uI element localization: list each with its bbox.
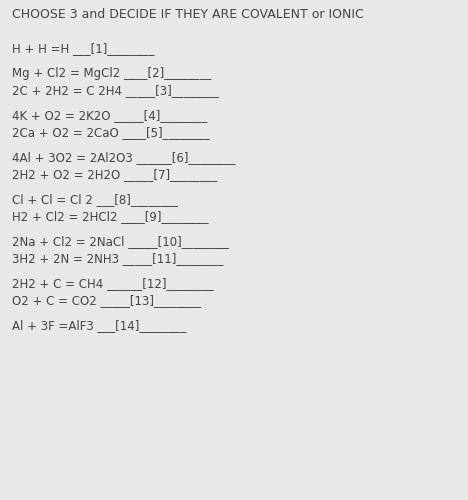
Text: 2Na + Cl2 = 2NaCl _____[10]________: 2Na + Cl2 = 2NaCl _____[10]________ (12, 235, 229, 248)
Text: O2 + C = CO2 _____[13]________: O2 + C = CO2 _____[13]________ (12, 294, 201, 307)
Text: Mg + Cl2 = MgCl2 ____[2]________: Mg + Cl2 = MgCl2 ____[2]________ (12, 67, 211, 80)
Text: CHOOSE 3 and DECIDE IF THEY ARE COVALENT or IONIC: CHOOSE 3 and DECIDE IF THEY ARE COVALENT… (12, 8, 364, 21)
Text: 2C + 2H2 = C 2H4 _____[3]________: 2C + 2H2 = C 2H4 _____[3]________ (12, 84, 219, 97)
Text: H2 + Cl2 = 2HCl2 ____[9]________: H2 + Cl2 = 2HCl2 ____[9]________ (12, 210, 209, 223)
Text: Al + 3F =AlF3 ___[14]________: Al + 3F =AlF3 ___[14]________ (12, 319, 186, 332)
Text: 4K + O2 = 2K2O _____[4]________: 4K + O2 = 2K2O _____[4]________ (12, 109, 207, 122)
Text: Cl + Cl = Cl 2 ___[8]________: Cl + Cl = Cl 2 ___[8]________ (12, 193, 178, 206)
Text: 3H2 + 2N = 2NH3 _____[11]________: 3H2 + 2N = 2NH3 _____[11]________ (12, 252, 223, 265)
Text: 4Al + 3O2 = 2Al2O3 ______[6]________: 4Al + 3O2 = 2Al2O3 ______[6]________ (12, 151, 235, 164)
Text: 2Ca + O2 = 2CaO ____[5]________: 2Ca + O2 = 2CaO ____[5]________ (12, 126, 210, 139)
Text: 2H2 + C = CH4 ______[12]________: 2H2 + C = CH4 ______[12]________ (12, 277, 213, 290)
Text: 2H2 + O2 = 2H2O _____[7]________: 2H2 + O2 = 2H2O _____[7]________ (12, 168, 217, 181)
Text: H + H =H ___[1]________: H + H =H ___[1]________ (12, 42, 154, 55)
